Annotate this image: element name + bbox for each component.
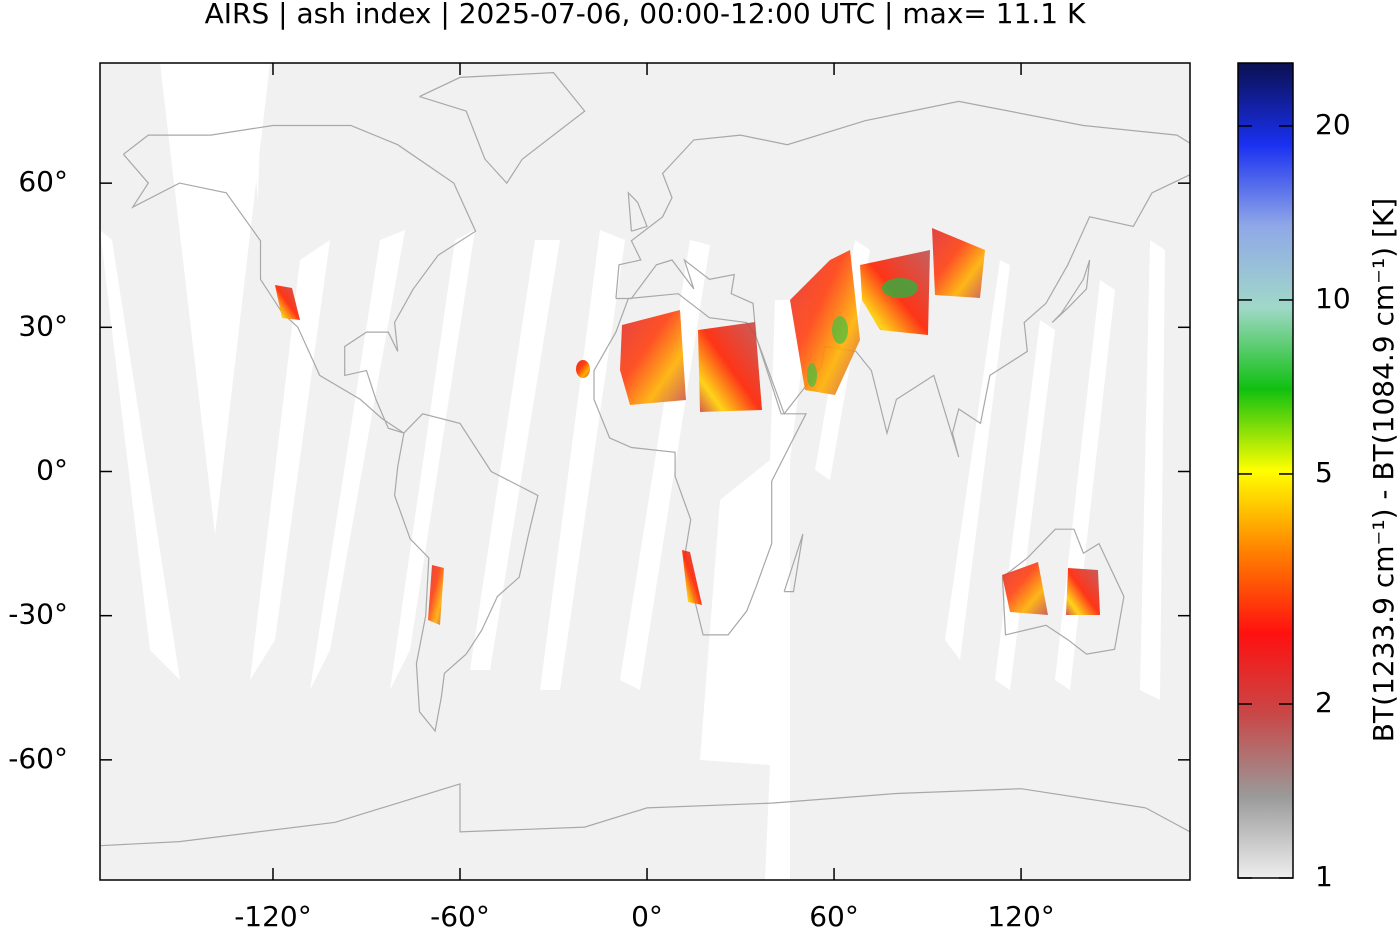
coastline xyxy=(122,124,477,434)
coastline xyxy=(100,783,1190,847)
y-tick-label: -30° xyxy=(8,598,68,631)
y-tick-label: 30° xyxy=(18,309,68,342)
colorbar-tick-label: 1 xyxy=(1315,860,1333,893)
y-tick-label: 60° xyxy=(18,165,68,198)
colorbar-label: BT(1233.9 cm⁻¹) - BT(1084.9 cm⁻¹) [K] xyxy=(1367,198,1400,742)
coastline xyxy=(593,293,807,636)
colorbar xyxy=(1237,62,1294,879)
coastline xyxy=(1001,528,1125,655)
coastlines xyxy=(100,71,1190,847)
x-tick-label: 60° xyxy=(809,900,859,930)
y-tick-label: 0° xyxy=(36,454,68,487)
coastline xyxy=(615,100,1190,458)
coastline xyxy=(783,533,804,593)
coastline xyxy=(393,413,539,733)
coastline xyxy=(627,191,648,232)
ash-regions xyxy=(275,228,1100,625)
colorbar-tick-label: 2 xyxy=(1315,686,1333,719)
colorbar-tick-label: 5 xyxy=(1315,456,1333,489)
x-tick-label: 0° xyxy=(631,900,663,930)
coastline xyxy=(1051,259,1091,323)
map-area xyxy=(100,63,1190,880)
x-tick-label: -60° xyxy=(430,900,490,930)
colorbar-tick-label: 10 xyxy=(1315,282,1351,315)
y-tick-label: -60° xyxy=(8,742,68,775)
x-tick-label: 120° xyxy=(987,900,1054,930)
coastline xyxy=(419,71,586,185)
chart-title: AIRS | ash index | 2025-07-06, 00:00-12:… xyxy=(205,0,1086,30)
colorbar-tick-label: 20 xyxy=(1315,108,1351,141)
x-tick-label: -120° xyxy=(234,900,312,930)
